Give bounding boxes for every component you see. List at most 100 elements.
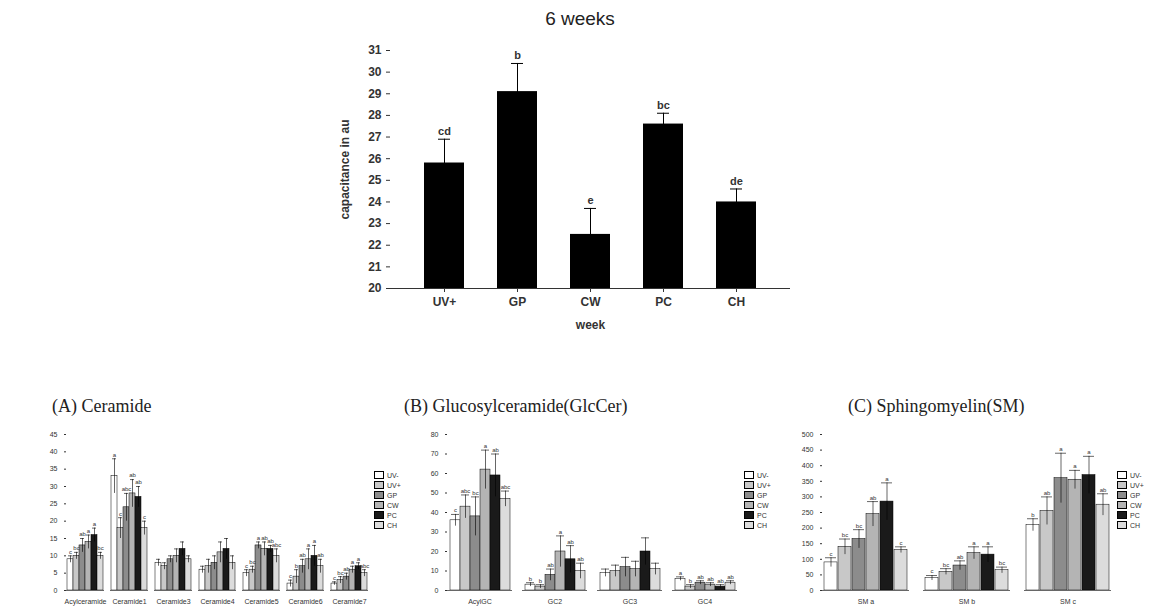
svg-text:ab: ab (1100, 487, 1107, 493)
svg-text:ab: ab (717, 578, 724, 584)
svg-text:a: a (484, 443, 488, 449)
svg-text:c: c (900, 540, 903, 546)
svg-text:0: 0 (810, 587, 814, 594)
svg-text:200: 200 (802, 524, 814, 531)
svg-text:0: 0 (54, 587, 58, 594)
svg-text:abc: abc (461, 488, 471, 494)
svg-text:ab: ab (343, 566, 350, 572)
svg-text:GC4: GC4 (698, 598, 713, 605)
svg-text:Ceramide1: Ceramide1 (112, 598, 146, 605)
svg-text:80: 80 (431, 431, 439, 438)
svg-text:b: b (1031, 512, 1035, 518)
svg-text:a: a (986, 540, 990, 546)
svg-text:bc: bc (999, 560, 1005, 566)
svg-text:a: a (351, 559, 355, 565)
svg-text:a: a (885, 476, 889, 482)
svg-text:GC2: GC2 (548, 598, 563, 605)
svg-text:bc: bc (657, 99, 670, 111)
svg-text:50: 50 (431, 489, 439, 496)
svg-text:bc: bc (842, 532, 848, 538)
svg-text:ab: ab (957, 554, 964, 560)
svg-text:c: c (454, 507, 457, 513)
svg-text:29: 29 (368, 87, 382, 101)
svg-text:Acylceramide: Acylceramide (64, 598, 106, 606)
svg-text:ab: ab (697, 574, 704, 580)
svg-text:100: 100 (802, 556, 814, 563)
svg-text:bc: bc (856, 523, 862, 529)
svg-text:CH: CH (728, 295, 745, 309)
svg-text:b: b (514, 49, 521, 61)
svg-text:24: 24 (368, 195, 382, 209)
svg-text:abc: abc (272, 542, 282, 548)
svg-text:abc: abc (501, 484, 511, 490)
svg-text:26: 26 (368, 152, 382, 166)
svg-text:30: 30 (431, 528, 439, 535)
svg-text:ab: ab (547, 562, 554, 568)
svg-text:a: a (307, 542, 311, 548)
svg-text:bc: bc (249, 559, 255, 565)
svg-text:350: 350 (802, 478, 814, 485)
svg-text:40: 40 (431, 509, 439, 516)
svg-text:30: 30 (368, 65, 382, 79)
svg-text:500: 500 (802, 431, 814, 438)
svg-text:45: 45 (50, 431, 58, 438)
svg-text:25: 25 (368, 173, 382, 187)
svg-text:c: c (931, 568, 934, 574)
svg-text:ab: ab (727, 574, 734, 580)
svg-text:450: 450 (802, 446, 814, 453)
svg-text:20: 20 (431, 548, 439, 555)
svg-text:400: 400 (802, 462, 814, 469)
svg-text:GP: GP (509, 295, 526, 309)
svg-text:Ceramide5: Ceramide5 (244, 598, 278, 605)
svg-text:b: b (689, 578, 693, 584)
svg-text:c: c (245, 563, 248, 569)
svg-text:a: a (1059, 446, 1063, 452)
svg-text:a: a (679, 570, 683, 576)
svg-text:40: 40 (50, 448, 58, 455)
svg-text:bc: bc (943, 562, 949, 568)
svg-text:week: week (575, 318, 606, 332)
svg-text:23: 23 (368, 216, 382, 230)
svg-text:20: 20 (50, 517, 58, 524)
svg-text:a: a (357, 556, 361, 562)
svg-text:GC3: GC3 (623, 598, 638, 605)
svg-text:20: 20 (368, 281, 382, 295)
svg-text:SM a: SM a (858, 598, 874, 605)
svg-text:c: c (289, 573, 292, 579)
svg-text:ab: ab (129, 472, 136, 478)
svg-text:5: 5 (54, 569, 58, 576)
svg-text:ab: ab (870, 495, 877, 501)
svg-text:abc: abc (122, 486, 132, 492)
svg-text:ab: ab (317, 552, 324, 558)
svg-text:15: 15 (50, 535, 58, 542)
svg-text:AcylGC: AcylGC (468, 598, 492, 606)
svg-text:ab: ab (299, 552, 306, 558)
svg-text:UV+: UV+ (433, 295, 457, 309)
svg-text:Ceramide4: Ceramide4 (200, 598, 234, 605)
svg-text:a: a (1073, 463, 1077, 469)
svg-text:SM c: SM c (1060, 598, 1076, 605)
svg-text:c: c (69, 549, 72, 555)
svg-text:abc: abc (360, 563, 370, 569)
svg-text:b: b (539, 578, 543, 584)
svg-text:ab: ab (707, 576, 714, 582)
svg-text:31: 31 (368, 43, 382, 57)
svg-text:28: 28 (368, 108, 382, 122)
svg-text:10: 10 (50, 552, 58, 559)
svg-text:60: 60 (431, 470, 439, 477)
svg-text:capacitance in au: capacitance in au (338, 119, 352, 219)
svg-text:27: 27 (368, 130, 382, 144)
svg-text:Ceramide7: Ceramide7 (332, 598, 366, 605)
svg-text:35: 35 (50, 465, 58, 472)
svg-text:Ceramide3: Ceramide3 (156, 598, 190, 605)
svg-text:Ceramide6: Ceramide6 (288, 598, 322, 605)
svg-text:e: e (587, 194, 593, 206)
svg-text:a: a (93, 521, 97, 527)
svg-text:PC: PC (655, 295, 672, 309)
svg-text:bc: bc (472, 490, 478, 496)
svg-text:ab: ab (492, 447, 499, 453)
svg-text:a: a (972, 540, 976, 546)
svg-text:ab: ab (577, 556, 584, 562)
svg-text:de: de (730, 174, 743, 186)
svg-text:c: c (143, 514, 146, 520)
